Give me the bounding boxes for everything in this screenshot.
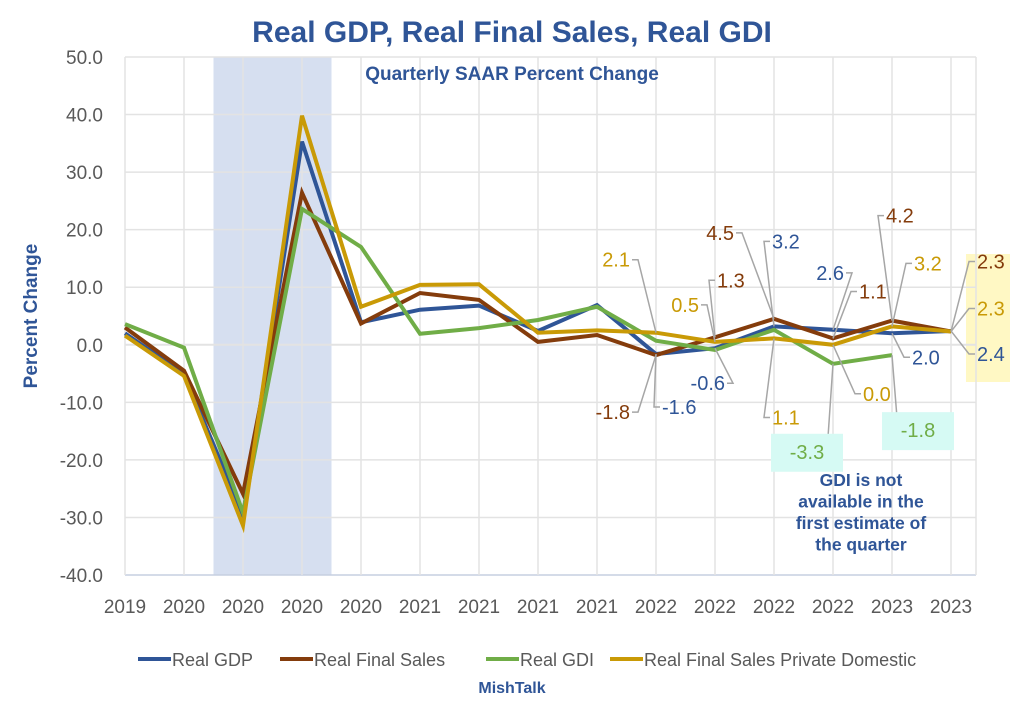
annotation-line: first estimate of bbox=[796, 513, 926, 533]
data-label: 0.5 bbox=[671, 295, 699, 317]
legend-label: Real Final Sales bbox=[314, 650, 445, 670]
legend-label: Real GDP bbox=[172, 650, 253, 670]
x-tick-label: 2021 bbox=[517, 597, 559, 618]
legend-item: Real GDI bbox=[486, 650, 594, 670]
data-label: -0.6 bbox=[691, 373, 725, 395]
legend-item: Real GDP bbox=[138, 650, 253, 670]
legend: Real GDP Real Final Sales Real GDI Real Fin… bbox=[138, 650, 916, 670]
data-label-leader bbox=[763, 338, 775, 419]
data-label: 3.2 bbox=[772, 231, 800, 253]
legend-item: Real Final Sales bbox=[280, 650, 445, 670]
y-tick-label: 10.0 bbox=[66, 278, 103, 299]
legend-label: Real GDI bbox=[520, 650, 594, 670]
data-label-leader bbox=[701, 304, 716, 343]
latest-values-highlight bbox=[966, 254, 1010, 382]
x-tick-label: 2022 bbox=[812, 597, 854, 618]
data-label-box bbox=[771, 433, 843, 472]
x-tick-label: 2022 bbox=[694, 597, 736, 618]
y-tick-label: 40.0 bbox=[66, 106, 103, 127]
data-label-leader bbox=[632, 354, 657, 413]
annotation-line: the quarter bbox=[815, 535, 907, 555]
data-label: 2.0 bbox=[912, 347, 940, 369]
x-tick-label: 2019 bbox=[104, 597, 146, 618]
x-tick-label: 2021 bbox=[399, 597, 441, 618]
data-label: 2.3 bbox=[977, 252, 1005, 274]
data-label-leader bbox=[877, 214, 893, 321]
data-label-leader bbox=[832, 344, 861, 395]
data-label: -1.8 bbox=[596, 402, 630, 424]
data-label: 2.6 bbox=[816, 263, 844, 285]
data-label-leader bbox=[714, 347, 735, 384]
y-tick-label: 30.0 bbox=[66, 163, 103, 184]
data-label-leader bbox=[632, 258, 657, 333]
data-label: 2.4 bbox=[977, 344, 1005, 366]
data-label: 0.0 bbox=[863, 384, 891, 406]
data-label-leader bbox=[653, 353, 660, 408]
y-tick-label: -40.0 bbox=[60, 566, 103, 587]
x-tick-label: 2020 bbox=[222, 597, 264, 618]
data-label: 1.1 bbox=[859, 281, 887, 303]
data-label: 1.3 bbox=[717, 270, 745, 292]
x-tick-label: 2022 bbox=[753, 597, 795, 618]
y-axis-label: Percent Change bbox=[21, 244, 42, 389]
data-label-leader bbox=[950, 330, 975, 355]
y-tick-label: 20.0 bbox=[66, 221, 103, 242]
data-label-leader bbox=[763, 240, 775, 327]
chart-title: Real GDP, Real Final Sales, Real GDI bbox=[252, 16, 772, 49]
data-label-box bbox=[882, 412, 954, 451]
y-tick-label: -10.0 bbox=[60, 393, 103, 414]
data-label-leader bbox=[832, 290, 857, 339]
data-label: 2.3 bbox=[977, 299, 1005, 321]
y-tick-label: -20.0 bbox=[60, 451, 103, 472]
data-label-leader bbox=[736, 232, 775, 320]
x-tick-label: 2022 bbox=[635, 597, 677, 618]
annotation-line: available in the bbox=[798, 492, 924, 512]
footer-source: MishTalk bbox=[478, 680, 545, 697]
x-tick-label: 2023 bbox=[930, 597, 972, 618]
legend-item: Real Final Sales Private Domestic bbox=[610, 650, 916, 670]
data-label-leader bbox=[950, 260, 975, 332]
x-tick-label: 2020 bbox=[340, 597, 382, 618]
data-label: 1.1 bbox=[772, 407, 800, 429]
x-tick-label: 2023 bbox=[871, 597, 913, 618]
legend-label: Real Final Sales Private Domestic bbox=[644, 650, 916, 670]
x-tick-label: 2020 bbox=[281, 597, 323, 618]
data-label: 3.2 bbox=[914, 253, 942, 275]
chart-subtitle: Quarterly SAAR Percent Change bbox=[365, 64, 659, 85]
data-label: -1.8 bbox=[901, 420, 935, 442]
y-tick-label: -30.0 bbox=[60, 508, 103, 529]
data-label-leader bbox=[832, 272, 854, 331]
data-label: -3.3 bbox=[790, 442, 824, 464]
data-label-leader bbox=[891, 262, 912, 327]
data-label-leader bbox=[708, 279, 716, 338]
data-label: 2.1 bbox=[602, 250, 630, 272]
x-tick-label: 2020 bbox=[163, 597, 205, 618]
data-label: 4.2 bbox=[886, 206, 914, 228]
data-label: -1.6 bbox=[662, 397, 696, 419]
y-tick-label: 50.0 bbox=[66, 48, 103, 69]
annotation-line: GDI is not bbox=[820, 470, 903, 490]
x-tick-label: 2021 bbox=[458, 597, 500, 618]
y-tick-label: 0.0 bbox=[77, 336, 103, 357]
x-tick-label: 2021 bbox=[576, 597, 618, 618]
data-label: 4.5 bbox=[706, 223, 734, 245]
series-line-real-final-sales-private-domestic bbox=[123, 115, 952, 534]
data-label-leader bbox=[950, 307, 975, 333]
data-label-leader bbox=[891, 332, 910, 359]
